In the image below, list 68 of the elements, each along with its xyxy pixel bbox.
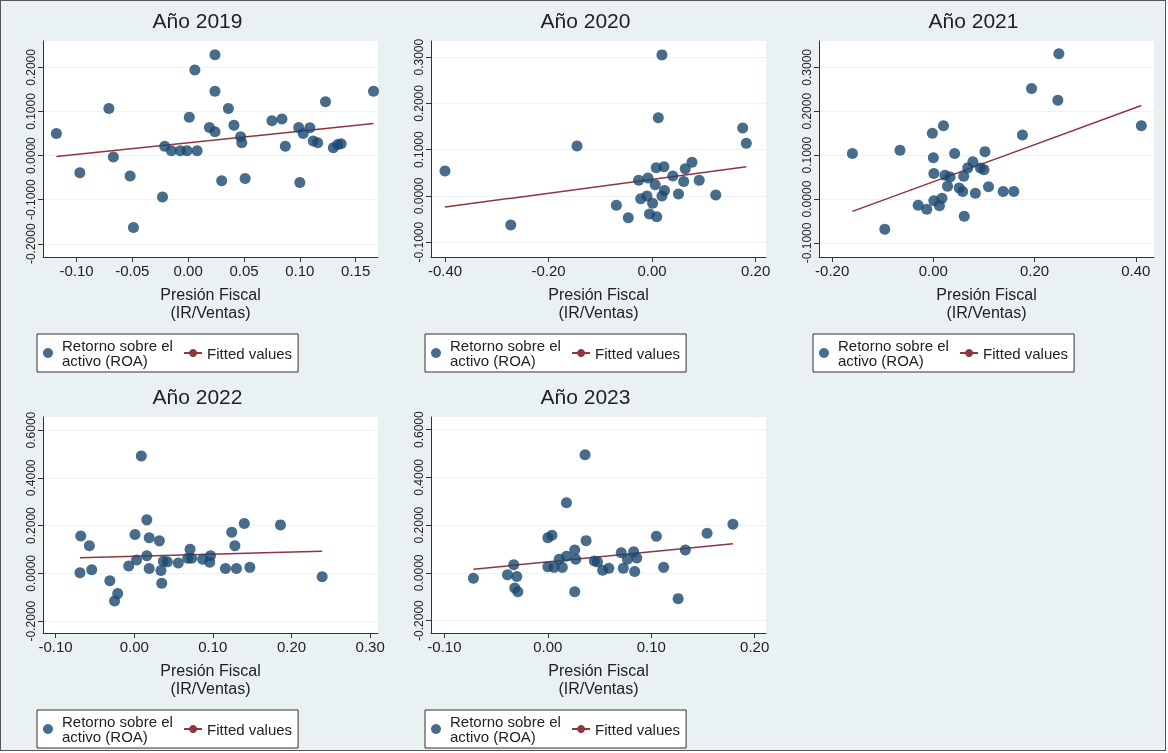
x-tick-label: 0.05 (229, 262, 259, 279)
chart-title: Año 2020 (540, 9, 631, 32)
y-tick-label: 0.0000 (800, 180, 814, 218)
x-tick-label: -0.10 (427, 638, 462, 655)
x-tick-label: -0.20 (531, 262, 566, 279)
y-tick-label: 0.2000 (24, 48, 38, 86)
x-tick-label: 0.10 (285, 262, 315, 279)
y-tick-label: -0.1000 (412, 221, 426, 263)
x-axis-title: Presión Fiscal (IR/Ventas) (548, 661, 649, 697)
x-tick-label: -0.10 (59, 262, 94, 279)
y-tick-label: 0.6000 (24, 411, 38, 449)
legend-label: Retorno sobre el activo (ROA) (62, 713, 178, 745)
y-tick-label: 0.2000 (800, 92, 814, 130)
chart-title: Año 2022 (152, 385, 243, 408)
y-tick-label: 0.1000 (412, 131, 426, 169)
y-tick-label: 0.1000 (24, 92, 38, 130)
y-tick-label: 0.0000 (412, 554, 426, 592)
x-tick-label: 0.20 (740, 638, 770, 655)
x-tick-label: 0.20 (1019, 262, 1050, 279)
legend-label: Retorno sobre el activo (ROA) (62, 337, 178, 369)
y-tick-label: 0.0000 (24, 554, 38, 592)
y-tick-label: 0.3000 (412, 38, 426, 76)
y-tick-label: -0.2000 (24, 223, 38, 265)
y-tick-label: 0.4000 (24, 459, 38, 497)
y-tick-label: -0.1000 (24, 179, 38, 221)
y-tick-label: 0.2000 (412, 506, 426, 544)
y-tick-label: 0.3000 (800, 48, 814, 86)
x-tick-label: 0.10 (198, 638, 228, 655)
y-tick-label: 0.6000 (412, 410, 426, 448)
x-tick-label: -0.20 (815, 262, 850, 279)
x-axis-title: Presión Fiscal (IR/Ventas) (548, 285, 649, 321)
x-tick-label: 0.10 (636, 638, 666, 655)
y-tick-label: 0.0000 (412, 177, 426, 215)
x-axis-title: Presión Fiscal (IR/Ventas) (936, 285, 1037, 321)
y-tick-label: 0.2000 (24, 506, 38, 544)
legend-label: Retorno sobre el activo (ROA) (450, 337, 566, 369)
y-tick-label: 0.4000 (412, 458, 426, 496)
chart-title: Año 2021 (928, 9, 1019, 32)
x-tick-label: 0.40 (1121, 262, 1151, 279)
x-tick-label: 0.00 (173, 262, 203, 279)
y-tick-label: -0.2000 (412, 599, 426, 641)
x-tick-label: 0.20 (741, 262, 771, 279)
legend-label: Fitted values (207, 344, 293, 362)
x-tick-label: -0.10 (38, 638, 73, 655)
chart-title: Año 2019 (152, 9, 243, 32)
y-tick-label: 0.1000 (800, 136, 814, 174)
chart-title: Año 2023 (540, 385, 631, 408)
x-tick-label: 0.00 (533, 638, 563, 655)
x-axis-title: Presión Fiscal (IR/Ventas) (160, 285, 261, 321)
legend-label: Fitted values (983, 344, 1069, 362)
x-tick-label: -0.05 (115, 262, 150, 279)
y-tick-label: 0.0000 (24, 136, 38, 174)
legend-label: Fitted values (595, 720, 681, 738)
x-tick-label: 0.20 (276, 638, 307, 655)
x-tick-label: -0.40 (427, 262, 463, 279)
x-tick-label: 0.15 (341, 262, 371, 279)
legend-label: Fitted values (207, 720, 293, 738)
x-tick-label: 0.30 (355, 638, 385, 655)
x-tick-label: 0.00 (637, 262, 667, 279)
y-tick-label: -0.2000 (24, 600, 38, 642)
legend-label: Retorno sobre el activo (ROA) (838, 337, 954, 369)
x-tick-label: 0.00 (918, 262, 948, 279)
x-tick-label: 0.00 (119, 638, 149, 655)
y-tick-label: 0.2000 (412, 84, 426, 122)
legend-label: Retorno sobre el activo (ROA) (450, 713, 566, 745)
legend-label: Fitted values (595, 344, 681, 362)
x-axis-title: Presión Fiscal (IR/Ventas) (160, 661, 261, 697)
y-tick-label: -0.1000 (800, 222, 814, 264)
